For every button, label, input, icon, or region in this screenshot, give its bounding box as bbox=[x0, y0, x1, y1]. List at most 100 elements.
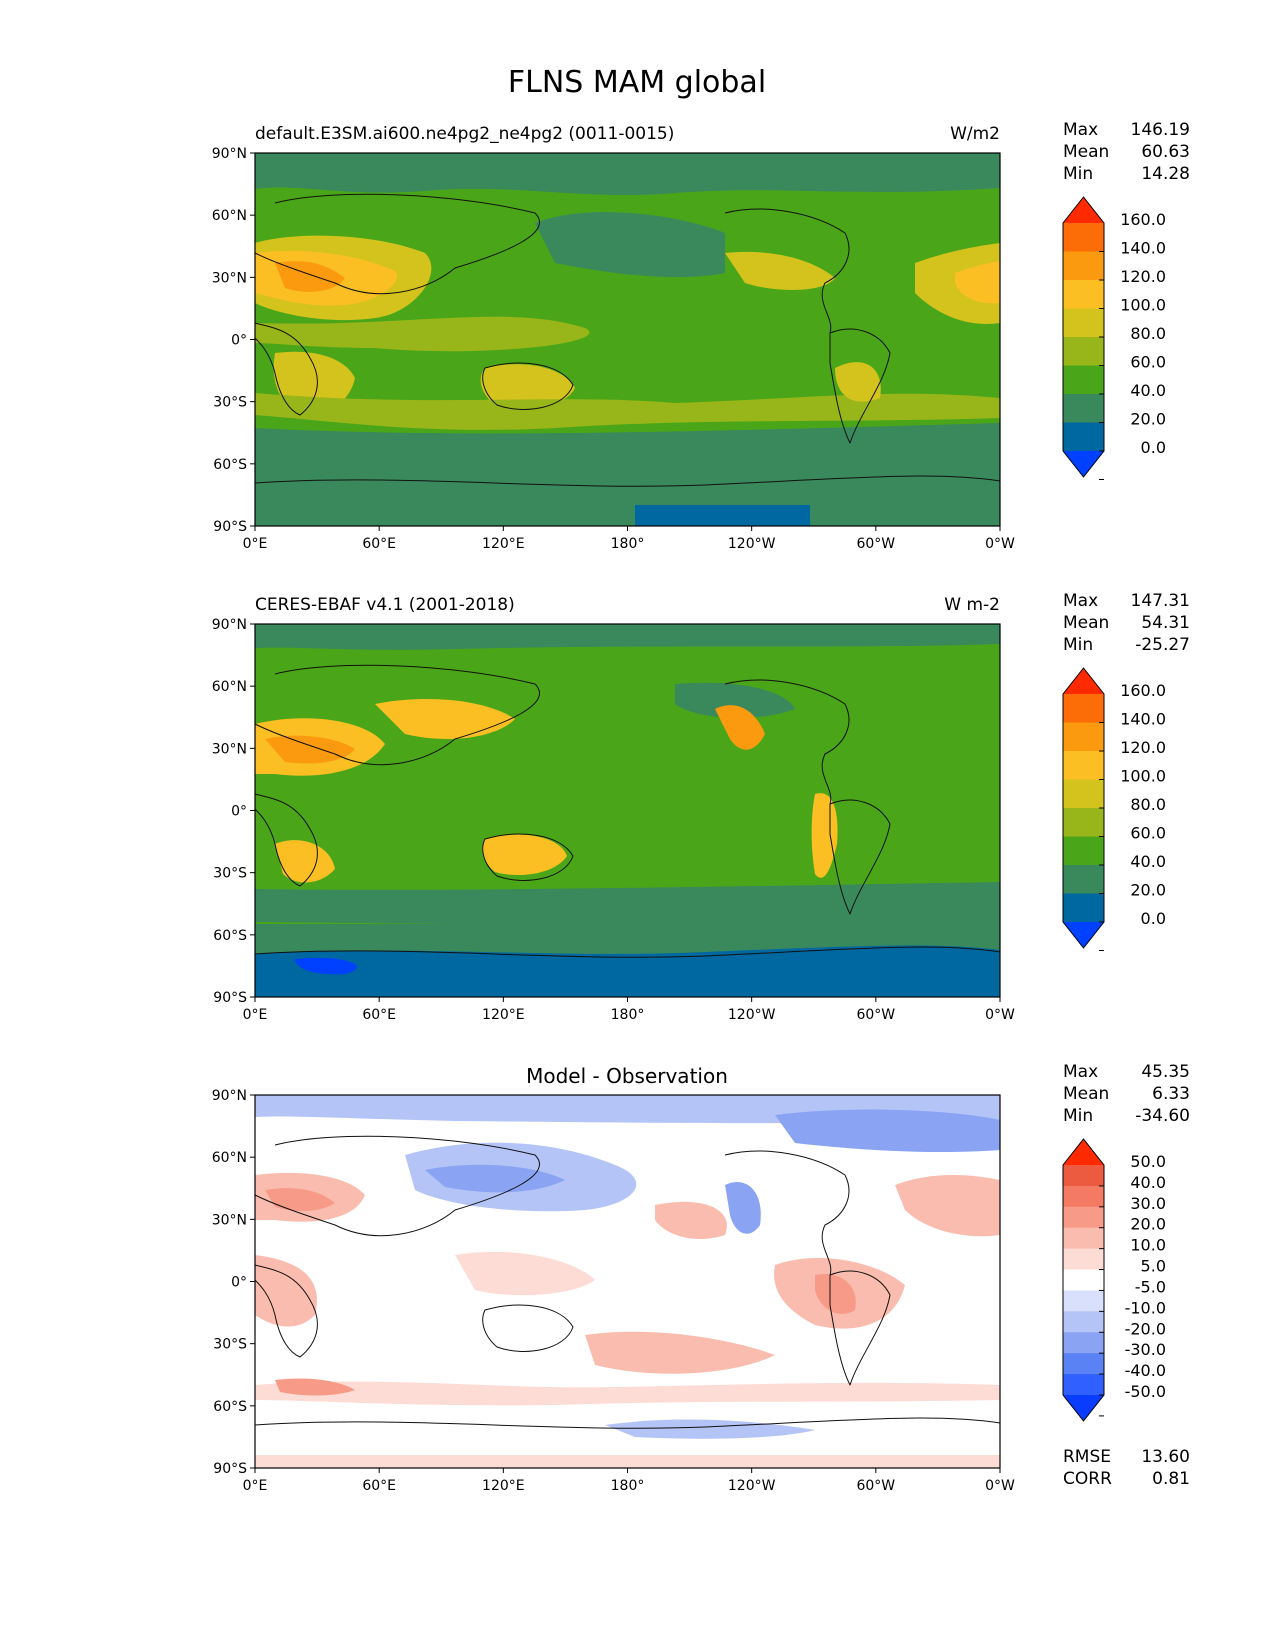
difference-lon-tick-label: 120°W bbox=[728, 1478, 776, 1494]
australia-outline bbox=[482, 1304, 574, 1352]
reference-colorbar-extend-min bbox=[1063, 922, 1104, 948]
test-field-map bbox=[255, 153, 1000, 526]
rmse-label: RMSE bbox=[1063, 1447, 1111, 1467]
test-mean-value: 60.63 bbox=[1141, 142, 1190, 162]
difference-lon-tick-label: 60°E bbox=[362, 1478, 396, 1494]
test-colorbar-segment bbox=[1063, 251, 1104, 281]
difference-field-region bbox=[265, 1188, 335, 1212]
difference-lat-tick-label: 60°S bbox=[213, 1399, 247, 1415]
difference-field-region bbox=[655, 1201, 727, 1240]
south-america-outline bbox=[829, 328, 891, 444]
difference-title: Model - Observation bbox=[526, 1064, 728, 1088]
difference-colorbar-tick-label: -10.0 bbox=[1125, 1298, 1166, 1317]
difference-colorbar-segment bbox=[1063, 1206, 1104, 1229]
figure-title: FLNS MAM global bbox=[508, 65, 766, 100]
test-colorbar-tick-label: 60.0 bbox=[1130, 353, 1166, 372]
reference-field-region bbox=[482, 834, 567, 876]
test-lat-tick-label: 30°N bbox=[212, 270, 247, 286]
test-colorbar-tick-label: 80.0 bbox=[1130, 324, 1166, 343]
test-max-value: 146.19 bbox=[1131, 120, 1190, 140]
difference-colorbar-tick-label: -30.0 bbox=[1125, 1340, 1166, 1359]
difference-colorbar-segment bbox=[1063, 1248, 1104, 1271]
test-field-region bbox=[255, 153, 1000, 196]
test-max-label: Max bbox=[1063, 120, 1098, 140]
difference-colorbar-segment bbox=[1063, 1290, 1104, 1312]
difference-colorbar-segment bbox=[1063, 1227, 1104, 1250]
test-lon-tick-label: 180° bbox=[611, 536, 645, 552]
north-america-outline bbox=[724, 679, 850, 805]
test-field-region bbox=[725, 251, 835, 290]
reference-lon-tick-label: 0°E bbox=[243, 1007, 268, 1023]
difference-colorbar-segment bbox=[1063, 1374, 1104, 1396]
coastlines bbox=[254, 1135, 1001, 1429]
test-colorbar-segment bbox=[1063, 308, 1104, 338]
south-america-outline bbox=[829, 1270, 891, 1386]
test-panel: 90°N 60°N 30°N 0° 30°S 60°S 90°S 0°E 60°E 120°E 1… bbox=[212, 124, 1015, 552]
reference-lat-ticks: 90°N 60°N 30°N 0° 30°S 60°S 90°S bbox=[212, 617, 255, 1006]
difference-colorbar-tick-label: 5.0 bbox=[1141, 1257, 1166, 1276]
test-lon-tick-label: 120°W bbox=[728, 536, 776, 552]
antarctica-outline bbox=[254, 946, 1001, 958]
corr-value: 0.81 bbox=[1152, 1469, 1190, 1489]
reference-lon-tick-label: 120°E bbox=[482, 1007, 525, 1023]
antarctica-outline bbox=[254, 1417, 1001, 1429]
reference-mean-value: 54.31 bbox=[1141, 613, 1190, 633]
africa-outline bbox=[254, 1264, 318, 1358]
difference-colorbar-tick-label: -5.0 bbox=[1135, 1277, 1166, 1296]
test-field-region bbox=[480, 364, 575, 409]
difference-mean-value: 6.33 bbox=[1152, 1084, 1190, 1104]
test-colorbar-tick-label: 40.0 bbox=[1130, 381, 1166, 400]
test-field-region bbox=[255, 423, 1000, 479]
reference-field-region bbox=[255, 945, 1000, 997]
reference-colorbar-segment bbox=[1063, 808, 1104, 837]
reference-lon-tick-label: 60°E bbox=[362, 1007, 396, 1023]
reference-field-region bbox=[265, 735, 355, 764]
test-lat-ticks: 90°N 60°N 30°N 0° 30°S 60°S 90°S bbox=[212, 146, 255, 535]
reference-colorbar-segment bbox=[1063, 722, 1104, 752]
difference-mean-label: Mean bbox=[1063, 1084, 1109, 1104]
difference-lat-tick-label: 90°N bbox=[212, 1088, 247, 1104]
test-colorbar-tick-label: 0.0 bbox=[1141, 438, 1166, 457]
difference-lat-tick-label: 30°N bbox=[212, 1212, 247, 1228]
test-field-region bbox=[275, 261, 345, 292]
difference-min-label: Min bbox=[1063, 1106, 1093, 1126]
reference-field-region bbox=[275, 840, 335, 883]
difference-lat-tick-label: 30°S bbox=[213, 1337, 247, 1353]
test-field-region bbox=[635, 505, 810, 526]
reference-min-label: Min bbox=[1063, 635, 1093, 655]
north-america-outline bbox=[724, 1150, 850, 1276]
reference-field-region bbox=[375, 699, 515, 739]
difference-field-region bbox=[425, 1164, 565, 1193]
reference-colorbar-tick-label: 20.0 bbox=[1130, 881, 1166, 900]
test-lon-tick-label: 60°W bbox=[856, 536, 895, 552]
reference-colorbar-segment bbox=[1063, 893, 1104, 923]
difference-lon-ticks: 0°E 60°E 120°E 180° 120°W 60°W 0°W bbox=[243, 1468, 1015, 1494]
difference-lat-ticks: 90°N 60°N 30°N 0° 30°S 60°S 90°S bbox=[212, 1088, 255, 1477]
reference-units: W m-2 bbox=[944, 595, 1000, 615]
reference-lat-tick-label: 30°N bbox=[212, 741, 247, 757]
reference-colorbar-tick-label: 160.0 bbox=[1120, 681, 1166, 700]
difference-colorbar-segment bbox=[1063, 1311, 1104, 1333]
reference-field-region bbox=[255, 882, 1000, 927]
reference-field-region bbox=[675, 682, 795, 719]
difference-field-region bbox=[815, 1274, 856, 1314]
reference-colorbar-segment bbox=[1063, 694, 1104, 723]
test-colorbar-tick-label: 160.0 bbox=[1120, 210, 1166, 229]
difference-colorbar: 50.0 40.0 30.0 20.0 10.0 5.0-5.0 -10.0 -20.0 -30… bbox=[1062, 1138, 1166, 1422]
difference-colorbar-segment bbox=[1063, 1269, 1104, 1291]
test-colorbar-segment bbox=[1063, 337, 1104, 366]
test-mean-label: Mean bbox=[1063, 142, 1109, 162]
test-field-region bbox=[955, 261, 1000, 304]
difference-max-value: 45.35 bbox=[1141, 1062, 1190, 1082]
test-stats: Max 146.19 Mean 60.63 Min 14.28 bbox=[1063, 120, 1190, 184]
north-america-outline bbox=[724, 208, 850, 334]
reference-colorbar-tick-label: 100.0 bbox=[1120, 767, 1166, 786]
difference-colorbar-tick-label: -50.0 bbox=[1125, 1382, 1166, 1401]
rmse-value: 13.60 bbox=[1141, 1447, 1190, 1467]
reference-lon-tick-label: 60°W bbox=[856, 1007, 895, 1023]
test-lon-tick-label: 0°W bbox=[985, 536, 1015, 552]
difference-field-region bbox=[585, 1331, 775, 1374]
difference-lon-tick-label: 0°W bbox=[985, 1478, 1015, 1494]
eurasia-outline bbox=[254, 1135, 540, 1237]
coastlines bbox=[254, 193, 1001, 487]
